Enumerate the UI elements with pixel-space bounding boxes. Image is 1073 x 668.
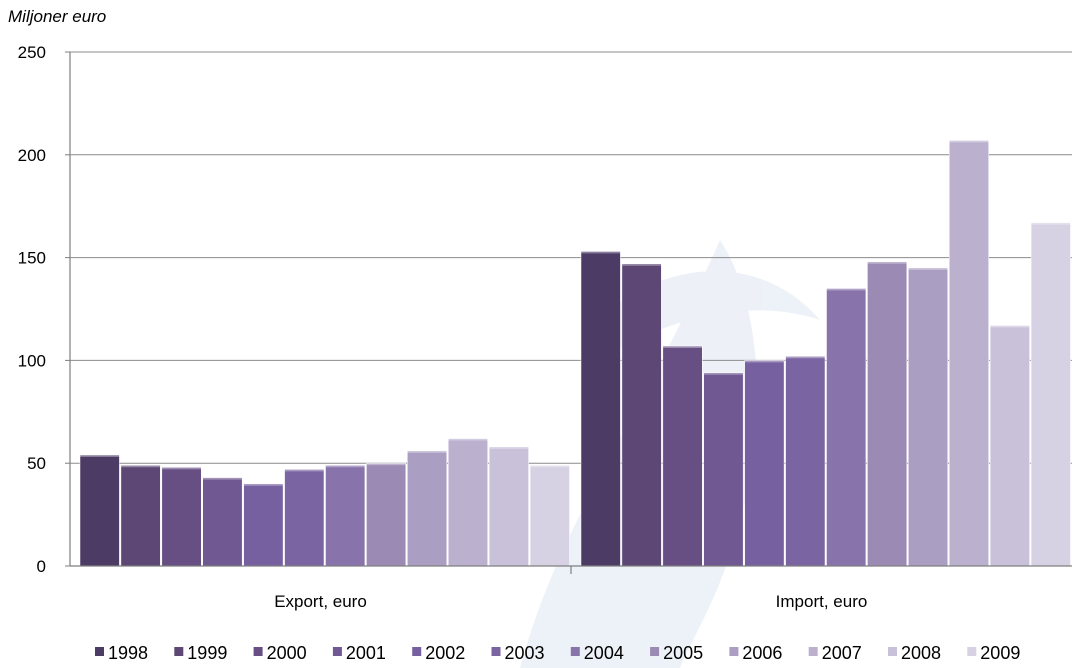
legend-label-1998: 1998 xyxy=(108,643,148,663)
bar-2007-export xyxy=(448,438,488,567)
legend-swatch-1999 xyxy=(174,647,184,656)
legend-label-2000: 2000 xyxy=(267,643,307,663)
legend-swatch-2005 xyxy=(650,647,660,656)
bar-highlight xyxy=(662,346,703,349)
bar-2009-import xyxy=(1030,222,1071,567)
bar-highlight xyxy=(1031,222,1071,225)
bar-highlight xyxy=(120,465,161,468)
bar-highlight xyxy=(448,438,488,441)
bar-2000-import xyxy=(662,345,703,567)
bar-2003-import xyxy=(785,356,826,567)
bar-highlight xyxy=(243,483,284,486)
legend-swatch-2004 xyxy=(570,647,580,656)
legend-label-2001: 2001 xyxy=(346,643,386,663)
legend-swatch-2000 xyxy=(253,647,263,656)
bar-highlight xyxy=(826,288,866,291)
bar-highlight xyxy=(990,325,1030,328)
bar-2009-export xyxy=(529,465,570,567)
legend-swatch-2003 xyxy=(491,647,501,656)
legend-swatch-2009 xyxy=(967,647,977,656)
bar-highlight xyxy=(80,454,120,457)
legend: 1998 1999 2000 2001 2002 2003 2004 2005 2006 2007… xyxy=(95,643,1020,663)
bar-highlight xyxy=(867,261,907,264)
y-tick-label: 200 xyxy=(18,146,46,165)
bar-1999-import xyxy=(621,263,662,567)
x-axis-categories: Export, euro Import, euro xyxy=(274,592,867,611)
legend-label-2009: 2009 xyxy=(980,643,1020,663)
bar-2002-import xyxy=(744,360,785,567)
bar-highlight xyxy=(744,360,785,363)
legend-label-1999: 1999 xyxy=(187,643,227,663)
bar-1998-import xyxy=(580,251,621,567)
y-tick-label: 100 xyxy=(18,351,46,370)
bar-2008-import xyxy=(989,325,1030,567)
bar-2002-export xyxy=(243,483,284,567)
bar-highlight xyxy=(407,450,447,453)
bar-1998-export xyxy=(79,454,120,567)
legend-label-2007: 2007 xyxy=(822,643,862,663)
legend-swatch-2006 xyxy=(729,647,739,656)
bar-2003-export xyxy=(284,469,325,567)
y-axis-title: Miljoner euro xyxy=(8,7,106,26)
axes xyxy=(69,52,1072,574)
y-axis-ticks: 0 50 100 150 200 250 xyxy=(18,43,70,576)
bar-highlight xyxy=(908,267,948,270)
y-tick-label: 50 xyxy=(27,454,46,473)
bar-2007-import xyxy=(949,140,989,567)
bar-2005-export xyxy=(366,462,407,567)
legend-swatch-2008 xyxy=(888,647,897,656)
bar-2005-import xyxy=(867,261,908,567)
y-tick-label: 150 xyxy=(18,249,46,268)
bar-2001-import xyxy=(703,372,744,567)
legend-swatch-1998 xyxy=(95,647,104,656)
bar-highlight xyxy=(161,467,202,470)
bar-highlight xyxy=(489,446,529,449)
bar-2008-export xyxy=(488,446,529,567)
bar-series xyxy=(79,140,1071,567)
bar-2001-export xyxy=(202,477,243,567)
bar-2000-export xyxy=(161,467,202,567)
bar-1999-export xyxy=(120,465,161,567)
legend-label-2006: 2006 xyxy=(742,643,782,663)
bar-2006-import xyxy=(908,267,948,567)
gridlines xyxy=(70,51,1072,464)
legend-label-2005: 2005 xyxy=(663,643,703,663)
bar-highlight xyxy=(366,463,406,466)
legend-label-2002: 2002 xyxy=(425,643,465,663)
x-category-label: Import, euro xyxy=(776,592,868,611)
x-category-label: Export, euro xyxy=(274,592,367,611)
bar-highlight xyxy=(703,372,744,375)
legend-label-2008: 2008 xyxy=(901,643,941,663)
legend-swatch-2002 xyxy=(412,647,422,656)
legend-label-2004: 2004 xyxy=(584,643,624,663)
bar-highlight xyxy=(949,140,989,143)
bar-highlight xyxy=(785,356,825,359)
legend-swatch-2007 xyxy=(808,647,818,656)
bar-highlight xyxy=(325,465,365,468)
bar-highlight xyxy=(530,465,570,468)
bar-highlight xyxy=(202,477,243,480)
legend-swatch-2001 xyxy=(332,647,342,656)
bar-2006-export xyxy=(407,450,448,567)
y-tick-label: 0 xyxy=(37,557,46,576)
bar-highlight xyxy=(621,263,662,266)
legend-label-2003: 2003 xyxy=(505,643,545,663)
bar-2004-import xyxy=(826,288,867,567)
bar-2004-export xyxy=(325,465,366,567)
y-tick-label: 250 xyxy=(18,43,46,62)
bar-highlight xyxy=(581,251,621,254)
bar-highlight xyxy=(284,469,324,472)
